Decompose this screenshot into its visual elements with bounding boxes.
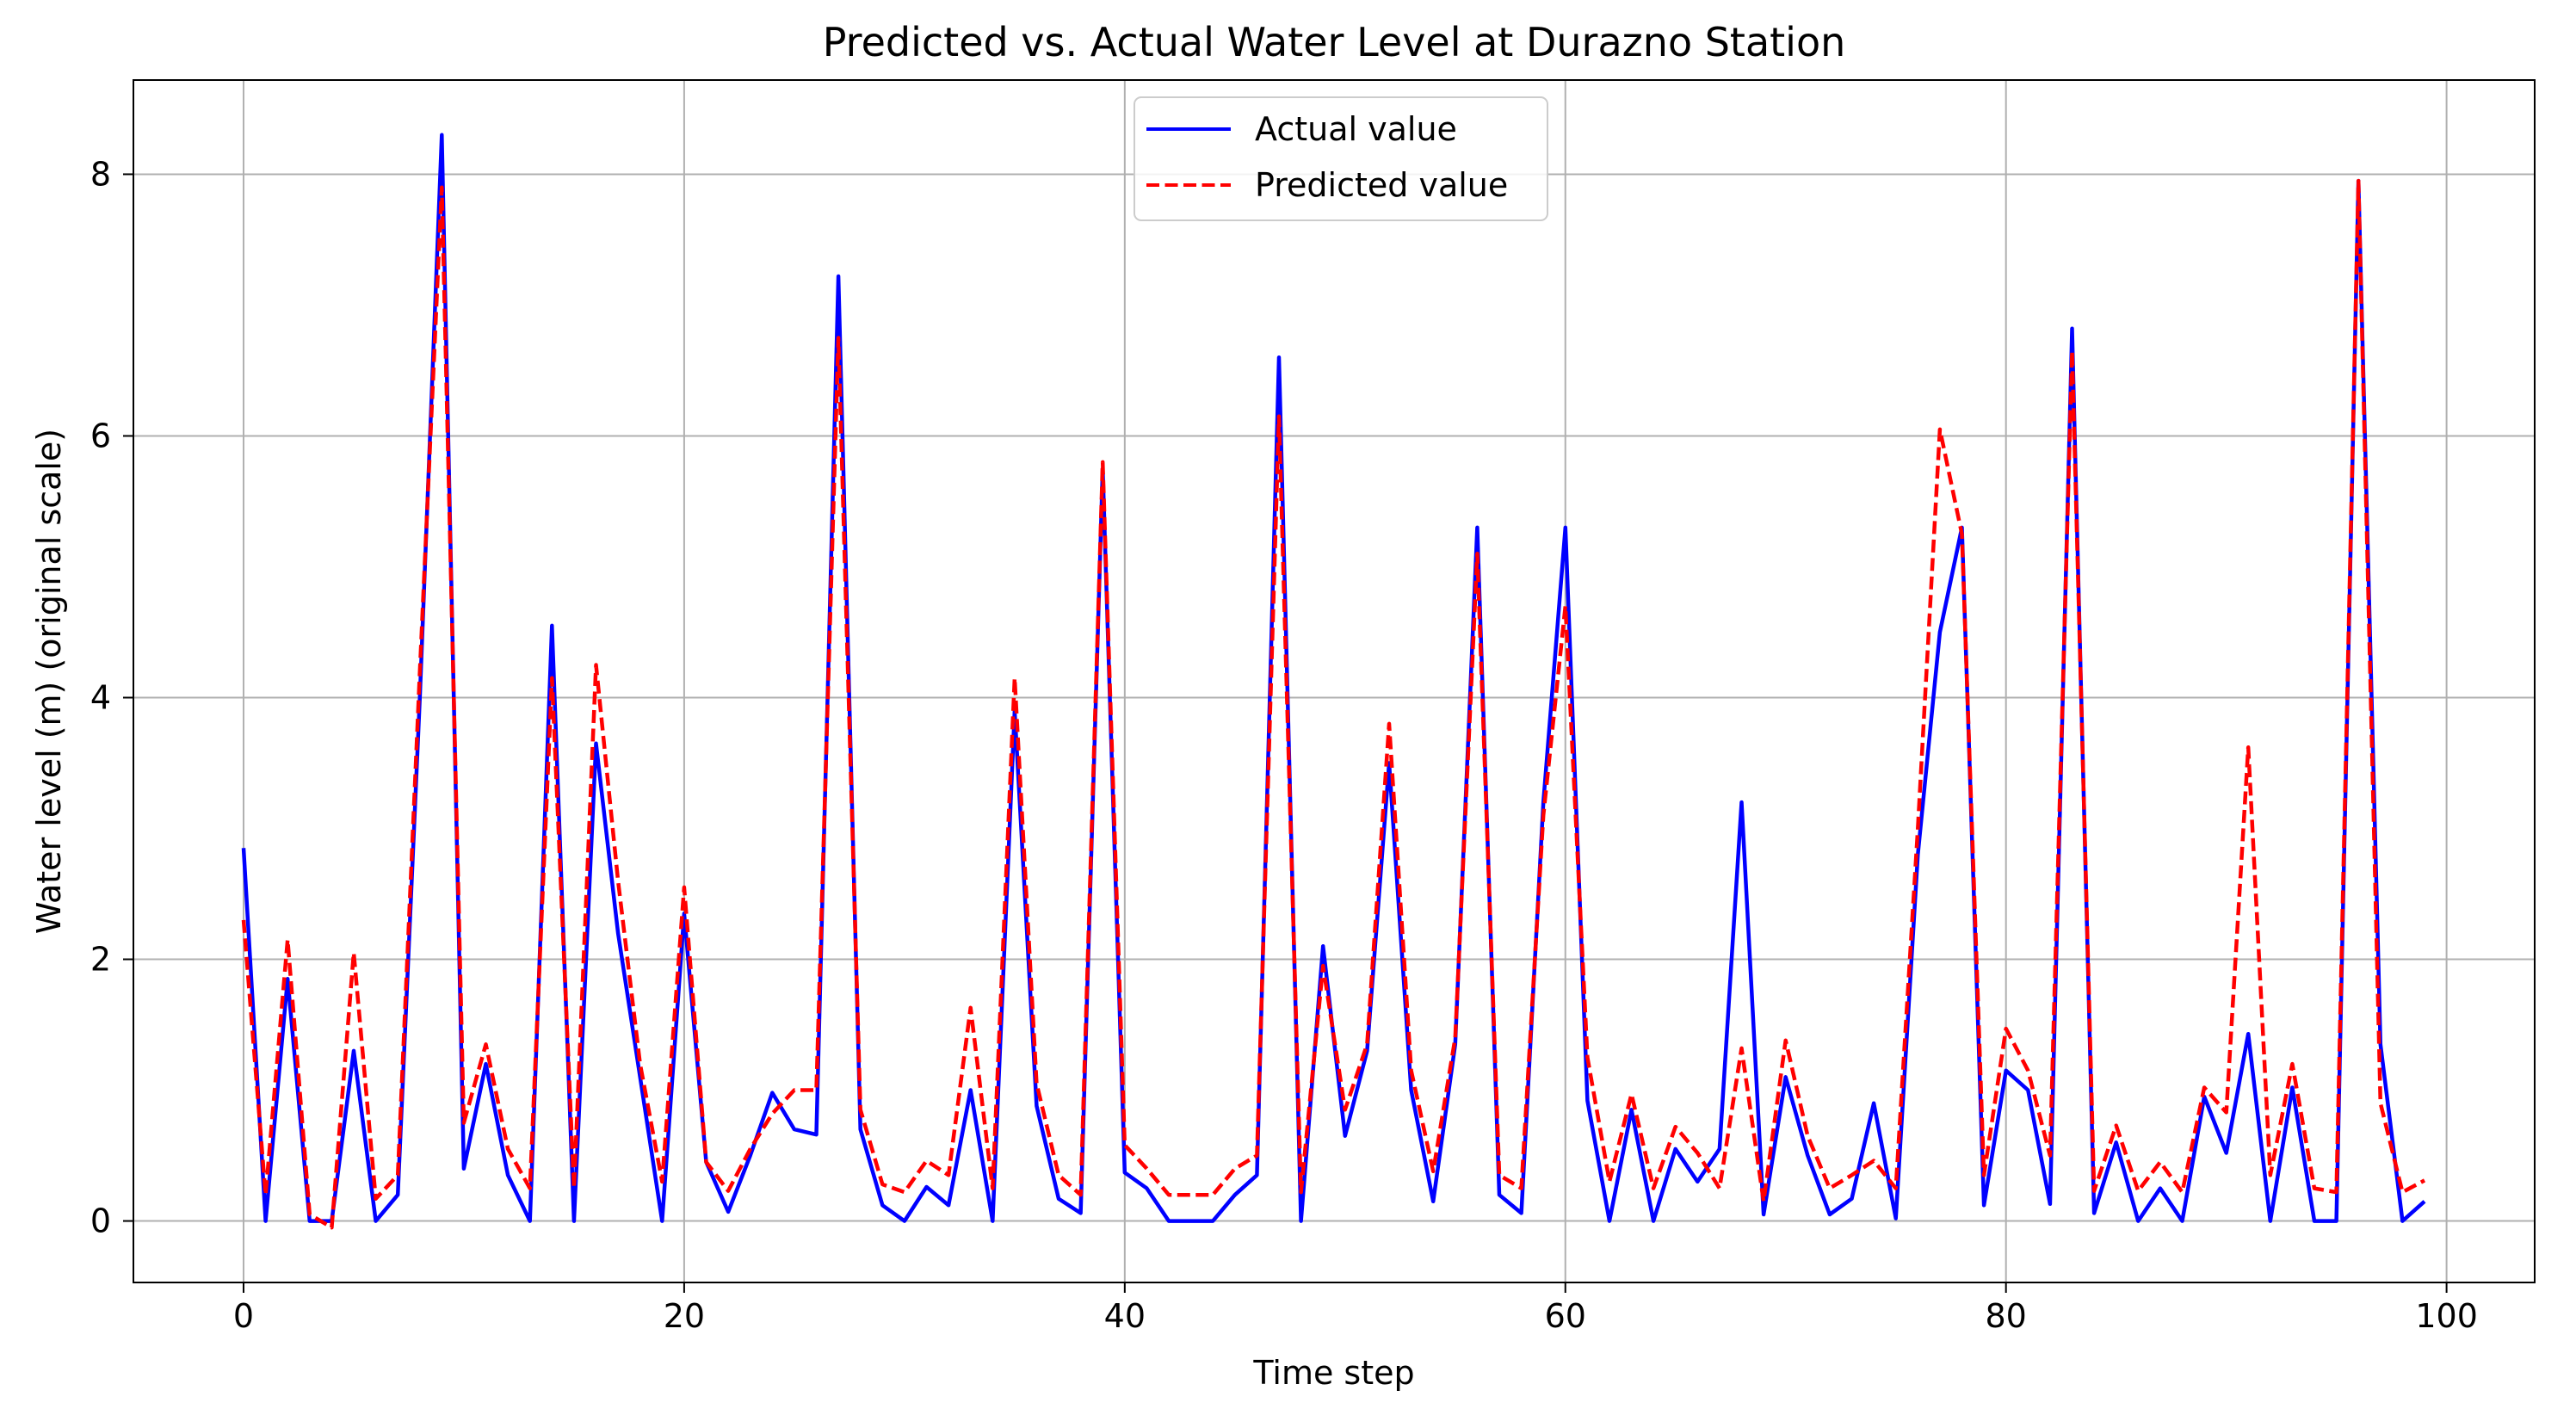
y-tick-label: 4 bbox=[90, 679, 111, 717]
x-tick-label: 100 bbox=[2415, 1297, 2478, 1335]
y-tick-label: 8 bbox=[90, 155, 111, 193]
legend-label-predicted: Predicted value bbox=[1255, 166, 1508, 204]
x-tick-label: 40 bbox=[1104, 1297, 1146, 1335]
legend-label-actual: Actual value bbox=[1255, 110, 1457, 148]
y-axis-label: Water level (m) (original scale) bbox=[30, 429, 68, 934]
legend: Actual value Predicted value bbox=[1134, 96, 1548, 221]
plot-area-frame bbox=[133, 79, 2536, 1283]
y-tick-label: 0 bbox=[90, 1202, 111, 1240]
x-tick-label: 20 bbox=[664, 1297, 705, 1335]
x-tick-label: 0 bbox=[233, 1297, 254, 1335]
series-layer bbox=[241, 133, 2426, 1230]
series-line-predicted bbox=[241, 178, 2426, 1230]
legend-box bbox=[1134, 96, 1548, 221]
x-tick-label: 60 bbox=[1545, 1297, 1586, 1335]
y-tick-label: 2 bbox=[90, 941, 111, 979]
axis-ticks: 0 20 40 60 80 100 0 2 4 6 8 bbox=[90, 155, 2478, 1335]
y-tick-label: 6 bbox=[90, 417, 111, 454]
x-axis-label: Time step bbox=[1252, 1354, 1414, 1392]
chart-title: Predicted vs. Actual Water Level at Dura… bbox=[823, 19, 1846, 65]
x-tick-label: 80 bbox=[1986, 1297, 2027, 1335]
